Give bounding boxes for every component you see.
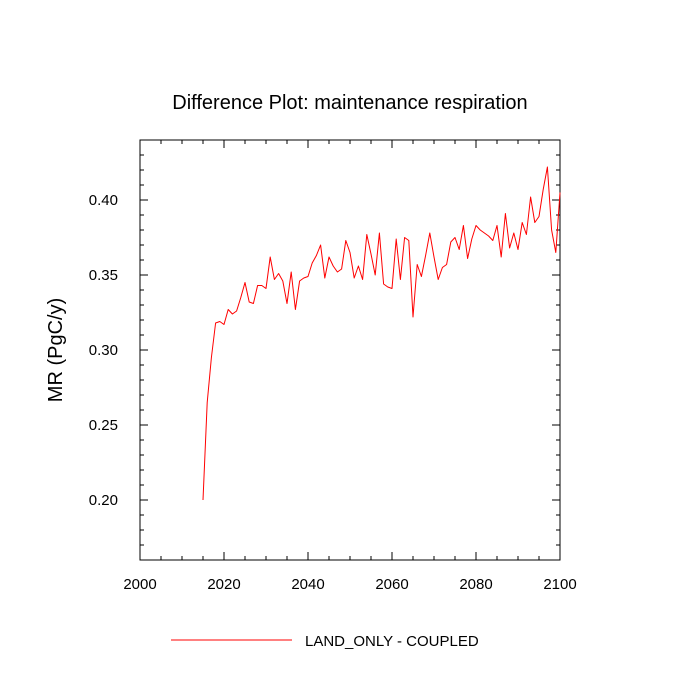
y-tick-label: 0.25 — [89, 417, 118, 434]
y-tick-labels: 0.20 0.25 0.30 0.35 0.40 — [89, 192, 118, 509]
major-ticks — [139, 140, 561, 560]
legend-label: LAND_ONLY - COUPLED — [305, 633, 479, 650]
minor-ticks — [140, 139, 560, 561]
y-tick-label: 0.20 — [89, 492, 118, 509]
x-tick-label: 2100 — [543, 576, 576, 593]
y-tick-label: 0.35 — [89, 267, 118, 284]
legend: LAND_ONLY - COUPLED — [171, 633, 479, 650]
chart-title: Difference Plot: maintenance respiration — [172, 92, 527, 114]
x-tick-labels: 2000 2020 2040 2060 2080 2100 — [123, 576, 576, 593]
y-axis-label: MR (PgC/y) — [45, 298, 67, 402]
series-line-0 — [202, 166, 561, 501]
y-tick-label: 0.30 — [89, 342, 118, 359]
series-group — [202, 166, 561, 501]
x-tick-label: 2040 — [291, 576, 324, 593]
x-tick-label: 2000 — [123, 576, 156, 593]
y-tick-label: 0.40 — [89, 192, 118, 209]
x-tick-label: 2060 — [375, 576, 408, 593]
x-tick-label: 2080 — [459, 576, 492, 593]
x-tick-label: 2020 — [207, 576, 240, 593]
